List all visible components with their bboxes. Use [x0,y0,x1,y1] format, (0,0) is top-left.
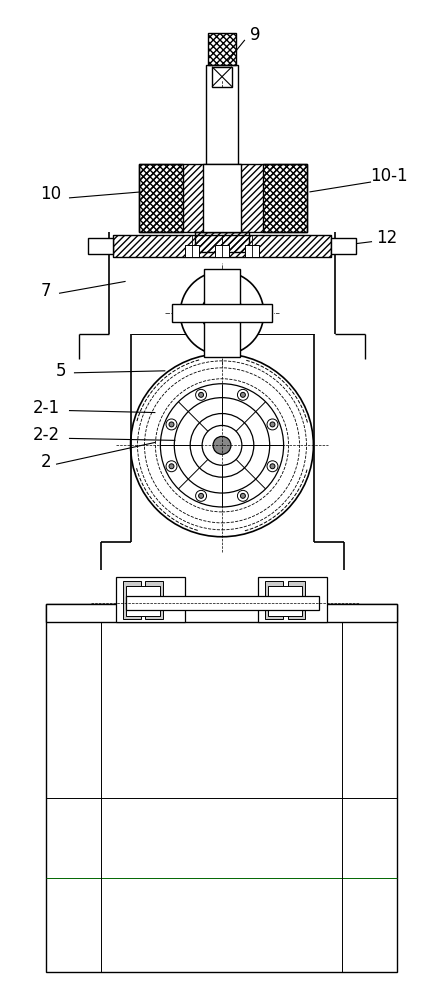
Bar [139,164,183,232]
Bar [145,581,163,619]
Bar [139,164,307,232]
Bar [195,232,249,252]
Bar [88,238,113,254]
Bar [126,586,160,616]
Circle shape [267,419,278,430]
Bar [116,577,185,622]
Circle shape [166,461,177,472]
Circle shape [270,464,275,469]
Circle shape [241,493,245,498]
Text: 10-1: 10-1 [370,167,408,185]
Circle shape [169,422,174,427]
Circle shape [180,271,264,355]
Bar [331,238,356,254]
Bar [245,245,259,257]
Bar [258,577,327,622]
Text: 5: 5 [56,362,66,380]
Bar [268,586,303,616]
Bar [139,164,307,232]
Text: 2-2: 2-2 [32,426,60,444]
Bar [139,164,183,232]
Text: 2: 2 [41,453,51,471]
Circle shape [160,384,284,507]
Bar [113,235,331,257]
Text: 10: 10 [40,185,62,203]
Circle shape [267,461,278,472]
Circle shape [201,292,243,334]
Circle shape [237,490,249,501]
Circle shape [213,436,231,454]
Bar [288,581,306,619]
Circle shape [237,389,249,400]
Circle shape [198,392,204,397]
Circle shape [198,493,204,498]
Bar [212,67,232,87]
Bar [46,604,397,622]
Bar [123,581,140,619]
Bar [139,164,307,232]
Circle shape [169,464,174,469]
Bar [263,164,307,232]
Bar [263,164,307,232]
Text: 12: 12 [377,229,397,247]
Text: 9: 9 [249,26,260,44]
Circle shape [190,414,254,477]
Circle shape [196,389,206,400]
Bar [185,245,199,257]
Bar [203,164,241,232]
Circle shape [196,490,206,501]
Bar [113,235,331,257]
Bar [139,164,307,232]
Circle shape [131,354,313,537]
Bar [126,596,319,610]
Text: 7: 7 [41,282,51,300]
Bar [265,581,283,619]
Bar [204,269,240,357]
Bar [172,304,272,322]
Circle shape [174,398,270,493]
Circle shape [270,422,275,427]
Bar [215,245,229,257]
Circle shape [202,425,242,465]
Bar [208,33,236,65]
Bar [195,232,249,252]
Bar [208,33,236,65]
Circle shape [166,419,177,430]
Text: 2-1: 2-1 [32,399,60,417]
Bar [206,65,238,164]
Bar [46,604,397,972]
Circle shape [241,392,245,397]
